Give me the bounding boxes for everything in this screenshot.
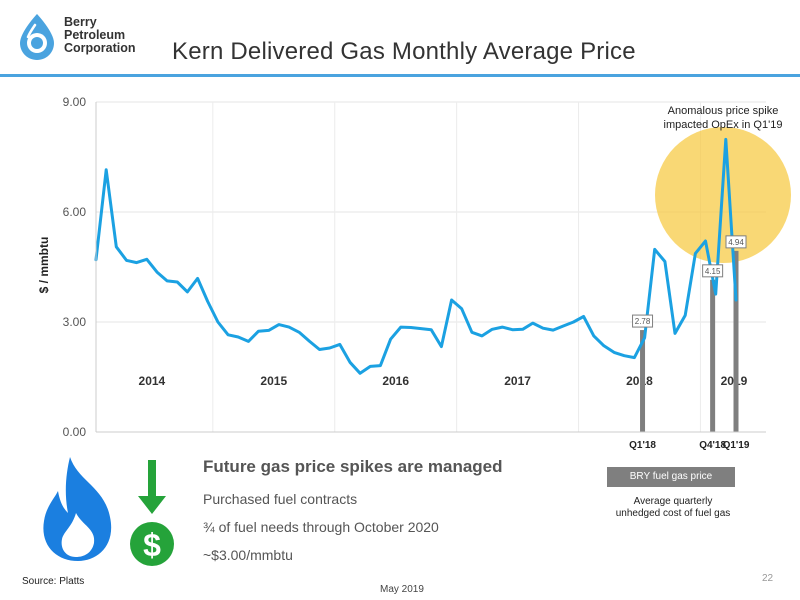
year-label: 2017 [504,374,531,388]
source-note: Source: Platts [22,576,85,587]
y-tick-label: 9.00 [63,95,87,109]
y-axis-label: $ / mmbtu [37,237,51,294]
logo-line-2: Petroleum [64,28,126,42]
fuel-bar-value-box [632,314,654,328]
dollar-coin-icon: $ [130,460,174,566]
page-title: Kern Delivered Gas Monthly Average Price [172,38,636,65]
annotation-line-2: impacted OpEx in Q1'19 [664,119,783,131]
company-logo: Berry Petroleum Corporation [14,12,164,62]
year-label: 2018 [626,374,653,388]
fuel-bar-value-labels: 2.78 Q1'18 4.15 Q4'18 4.94 Q1'19 [629,235,750,451]
down-arrow-icon [138,460,166,514]
gas-flame-icon [43,457,112,561]
title-divider [0,74,800,77]
annotation-line-1: Anomalous price spike [668,105,779,117]
quarter-label: Q1'18 [629,440,656,451]
quarter-label: Q1'19 [723,440,750,451]
gas-management-heading: Future gas price spikes are managed [203,457,503,476]
year-label: 2016 [382,374,409,388]
svg-text:$: $ [143,527,161,563]
bullet-fuel-contracts: Purchased fuel contracts [203,491,358,507]
year-label: 2014 [139,374,166,388]
fuel-bar-value-label: 4.15 [705,267,721,276]
fuel-bar [710,279,716,432]
price-line-series [94,137,738,375]
fuel-price-legend-note: Average quarterly unhedged cost of fuel … [600,496,746,520]
fuel-bar-value-box [725,235,747,249]
quarter-label: Q4'18 [699,440,726,451]
y-tick-label: 6.00 [63,205,87,219]
legend-note-line-1: Average quarterly [633,496,713,507]
fuel-bar-value-label: 2.78 [635,317,651,326]
fuel-bars [640,250,739,432]
legend-note-line-2: unhedged cost of fuel gas [615,508,731,519]
y-tick-label: 3.00 [63,315,87,329]
bullet-fuel-needs: ¾ of fuel needs through October 2020 [203,519,439,535]
bullet-price: ~$3.00/mmbtu [203,547,293,563]
water-drop-icon [20,14,54,60]
y-tick-label: 0.00 [63,425,87,439]
logo-line-1: Berry [64,15,97,29]
logo-line-3: Corporation [64,41,136,55]
year-labels: 201420152016201720182019 [139,374,748,388]
year-label: 2015 [260,374,287,388]
footer-date: May 2019 [380,584,424,595]
fuel-bar [733,250,739,432]
fuel-bar-value-box [702,264,724,278]
fuel-bar [640,330,646,432]
fuel-price-legend: BRY fuel gas price [607,467,735,487]
fuel-bar-value-label: 4.94 [728,238,744,247]
logo-text: Berry Petroleum Corporation [64,16,136,55]
page-number: 22 [762,573,774,584]
y-axis: 0.00 3.00 6.00 9.00 [63,95,766,439]
